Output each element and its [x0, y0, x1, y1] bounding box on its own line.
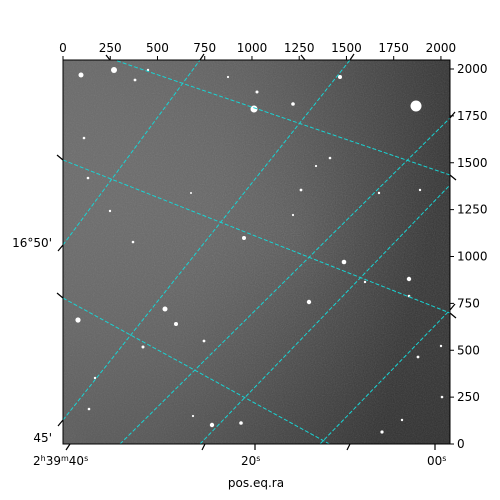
star-37: [416, 355, 420, 359]
dec-tick-label-0: 16°50': [12, 236, 52, 250]
star-18: [341, 259, 347, 265]
grid-line-5: [63, 60, 351, 421]
grid-line-1: [63, 297, 331, 444]
star-10: [86, 176, 90, 180]
top-tick-label-7: 1750: [378, 41, 409, 55]
star-26: [174, 322, 178, 326]
right-tick-label-8: 2000: [457, 62, 488, 76]
pixel-axis-top: 0 250 500 750 1000 1250 1500 1750 2000: [59, 41, 456, 60]
star-28: [141, 345, 145, 349]
star-25: [162, 306, 168, 312]
right-tick-label-6: 1500: [457, 156, 488, 170]
star-36: [400, 418, 404, 422]
star-40: [291, 213, 295, 217]
ra-tick-label-1: 20s: [241, 454, 260, 468]
star-35: [380, 430, 384, 434]
dec-tick-label-1: 45': [33, 431, 52, 445]
stars: [75, 67, 444, 434]
right-tick-label-0: 0: [457, 437, 465, 451]
x-axis-label: pos.eq.ra: [228, 476, 284, 490]
star-3: [146, 68, 150, 72]
ra-tick-label-0: 2h39m40s: [33, 454, 88, 468]
star-4: [250, 105, 258, 113]
wcs-tick-7: [449, 303, 456, 311]
coordinate-grid: [63, 60, 450, 444]
right-tick-label-2: 500: [457, 343, 480, 357]
star-39: [440, 395, 444, 399]
wcs-tick-2: [57, 244, 64, 252]
star-14: [131, 240, 135, 244]
wcs-tick-1: [56, 292, 64, 299]
star-13: [242, 236, 246, 240]
right-tick-label-7: 1750: [457, 109, 488, 123]
star-15: [299, 188, 303, 192]
star-9: [82, 136, 86, 140]
star-30: [93, 376, 97, 380]
right-tick-label-5: 1250: [457, 203, 488, 217]
grid-line-0: [63, 159, 450, 314]
star-1: [111, 67, 117, 73]
wcs-tick-11: [65, 443, 71, 451]
right-tick-label-3: 750: [457, 296, 480, 310]
star-24: [306, 299, 312, 305]
image-frame: [62, 59, 451, 445]
star-16: [314, 164, 318, 168]
wcs-tick-13: [199, 53, 205, 61]
top-tick-label-8: 2000: [426, 41, 457, 55]
wcs-tick-8: [201, 443, 206, 451]
grid-line-6: [119, 117, 450, 444]
star-7: [338, 75, 342, 79]
star-11: [108, 209, 112, 213]
star-6: [291, 102, 295, 106]
wcs-tick-15: [300, 54, 306, 61]
ra-tick-label-2: 00s: [427, 454, 446, 468]
star-21: [406, 276, 412, 282]
wcs-tick-14: [349, 53, 355, 61]
star-23: [418, 188, 422, 192]
star-12: [190, 192, 192, 194]
star-27: [202, 339, 206, 343]
star-29: [75, 317, 81, 323]
star-5: [255, 90, 259, 94]
wcs-tick-16: [105, 54, 111, 61]
wcs-tick-4: [449, 174, 457, 181]
top-tick-label-6: 1500: [331, 41, 362, 55]
star-20: [377, 191, 381, 195]
sky-image: [63, 60, 450, 444]
top-tick-label-1: 250: [99, 41, 122, 55]
grid-line-7: [319, 309, 450, 444]
top-tick-label-3: 750: [193, 41, 216, 55]
wcs-tick-marks: [56, 53, 457, 451]
wcs-tick-5: [449, 312, 457, 319]
star-17: [328, 156, 332, 160]
star-33: [239, 421, 243, 425]
star-19: [363, 280, 367, 284]
star-8: [410, 100, 422, 112]
top-tick-label-2: 500: [146, 41, 169, 55]
star-31: [87, 407, 91, 411]
star-41: [226, 75, 230, 79]
wcs-tick-6: [449, 111, 456, 119]
wcs-tick-3: [57, 419, 64, 427]
wcs-tick-9: [346, 443, 351, 451]
right-tick-label-4: 1000: [457, 250, 488, 264]
wcs-tick-0: [56, 154, 64, 161]
star-32: [209, 422, 215, 428]
top-tick-label-4: 1000: [237, 41, 268, 55]
grid-line-2: [113, 60, 450, 176]
star-38: [439, 344, 443, 348]
right-tick-label-1: 250: [457, 390, 480, 404]
grid-line-4: [63, 60, 201, 246]
top-tick-label-5: 1250: [284, 41, 315, 55]
star-2: [133, 78, 137, 82]
top-tick-label-0: 0: [59, 41, 67, 55]
pixel-axis-right: 0 250 500 750 1000 1250 1500 1750 2000: [450, 62, 488, 451]
star-0: [78, 72, 84, 78]
star-34: [191, 414, 195, 418]
